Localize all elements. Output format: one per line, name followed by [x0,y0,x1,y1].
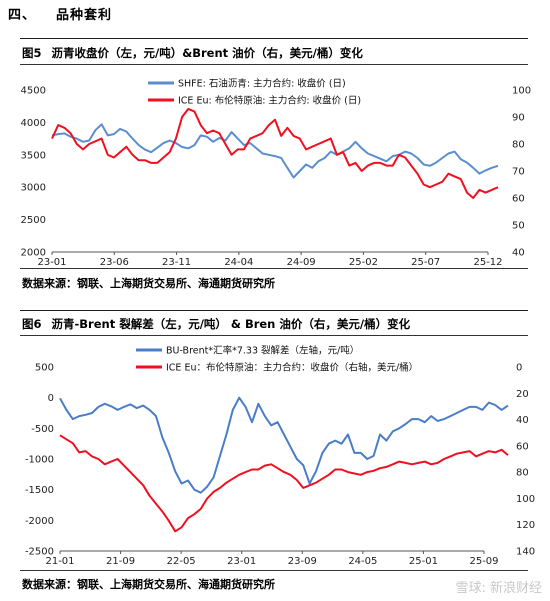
fig6-y-left-tick-label: -500 [31,424,54,435]
fig6-x-tick-label: 25-01 [409,556,438,567]
fig6-series-2-line [59,434,509,533]
fig6-y-right-tick-label: 0 [516,363,522,374]
fig5-chart: 23-01 23-06 23-11 24-04 24-09 25-02 25-07 25-12… [21,78,532,267]
fig5-source: 数据来源：钢联、上海期货交易所、海通期货研究所 [22,277,275,290]
fig5-x-tick-label: 23-06 [100,257,129,266]
fig6-bottom-rule [20,570,528,571]
fig5-x-tick-label: 25-02 [349,257,378,266]
fig5-title: 图5 沥青收盘价（左，元/吨）&Brent 油价（右，美元/桶）变化 [22,45,363,61]
fig6-y-left-tick-label: 500 [35,363,54,374]
fig6-series-1-line [59,396,509,494]
fig6-y-right-tick-label: 120 [516,520,535,531]
fig5-x-tick-label: 23-01 [37,257,66,266]
fig5-title-text: 沥青收盘价（左，元/吨）&Brent 油价（右，美元/桶）变化 [51,46,363,60]
fig5-top-rule [20,38,528,39]
watermark: 雪球: 新浪财经 [455,581,542,596]
fig5-legend-label: ICE Eu: 布伦特原油: 主力合约: 收盘价 (日) [178,95,361,107]
fig5-y-left-tick-label: 4000 [21,118,46,129]
fig5-y-left-tick-label: 4500 [21,86,46,97]
fig5-bottom-rule [20,268,528,269]
section-number: 四、 [8,8,37,23]
fig6-y-right-tick-label: 140 [516,547,535,558]
fig5-x-tick-label: 24-04 [224,257,253,266]
fig5-y-left-tick-label: 3000 [21,183,46,194]
fig6-y-right-tick-label: 80 [516,468,529,479]
fig6-y-right-tick-label: 60 [516,441,529,452]
fig5-y-right-tick-label: 90 [512,113,525,124]
fig5-y-right-tick-label: 80 [512,140,525,151]
fig6-y-right-tick-label: 40 [516,415,529,426]
fig5-legend-label: SHFE: 石油沥青: 主力合约: 收盘价 (日) [178,78,346,90]
fig5-label: 图5 [22,46,42,60]
fig6-y-left-tick-label: -2000 [25,516,54,527]
fig6-y-right-tick-label: 20 [516,389,529,400]
fig6-top-rule [20,310,528,311]
fig5-title-rule [20,64,528,65]
fig6-y-left-tick-label: -1000 [25,455,54,466]
fig5-x-tick-label: 25-12 [473,257,502,266]
fig6-legend-label: ICE Eu：布伦特原油：主力合约：收盘价（右轴，美元/桶） [166,362,418,374]
fig5-y-right-tick-label: 40 [512,248,525,259]
fig6-x-tick-label: 21-09 [106,556,135,567]
fig6-x-tick-label: 22-05 [167,556,196,567]
fig6-x-tick-label: 23-01 [227,556,256,567]
fig6-y-left-tick-label: -1500 [25,485,54,496]
fig6-x-tick-label: 23-09 [288,556,317,567]
section-heading: 品种套利 [56,8,113,23]
fig6-title: 图6 沥青-Brent 裂解差（左，元/吨） & Bren 油价（右，美元/桶）变… [22,316,410,332]
fig6-legend-label: BU-Brent*汇率*7.33 裂解差（左轴，元/吨） [166,345,359,357]
fig6-x-tick-label: 25-09 [469,556,498,567]
fig5-y-left-tick-label: 3500 [21,150,46,161]
fig5-y-right-tick-label: 60 [512,194,525,205]
fig5-y-left-tick-label: 2000 [21,248,46,259]
fig6-chart: 21-01 21-09 22-05 23-01 23-09 24-05 25-01 25-09… [25,345,535,568]
fig5-y-right-tick-label: 70 [512,167,525,178]
section-title: 四、 品种套利 [8,4,112,23]
fig5-y-left-tick-label: 2500 [21,215,46,226]
fig5-y-right-tick-label: 100 [512,86,531,97]
fig5-series-1-line [51,123,499,179]
fig6-x-tick-label: 21-01 [45,556,74,567]
fig5-x-tick-label: 25-07 [411,257,440,266]
fig6-source: 数据来源：钢联、上海期货交易所、海通期货研究所 [22,578,275,591]
fig6-title-text: 沥青-Brent 裂解差（左，元/吨） & Bren 油价（右，美元/桶）变化 [51,317,411,331]
fig5-x-tick-label: 23-11 [162,257,191,266]
fig6-y-left-tick-label: -2500 [25,547,54,558]
fig6-x-tick-label: 24-05 [348,556,377,567]
fig6-y-left-tick-label: 0 [48,393,54,404]
fig5-series-2-line [51,107,499,199]
fig5-x-tick-label: 24-09 [287,257,316,266]
fig6-y-right-tick-label: 100 [516,494,535,505]
fig6-label: 图6 [22,317,42,331]
fig6-title-rule [20,335,528,336]
fig5-y-right-tick-label: 50 [512,221,525,232]
